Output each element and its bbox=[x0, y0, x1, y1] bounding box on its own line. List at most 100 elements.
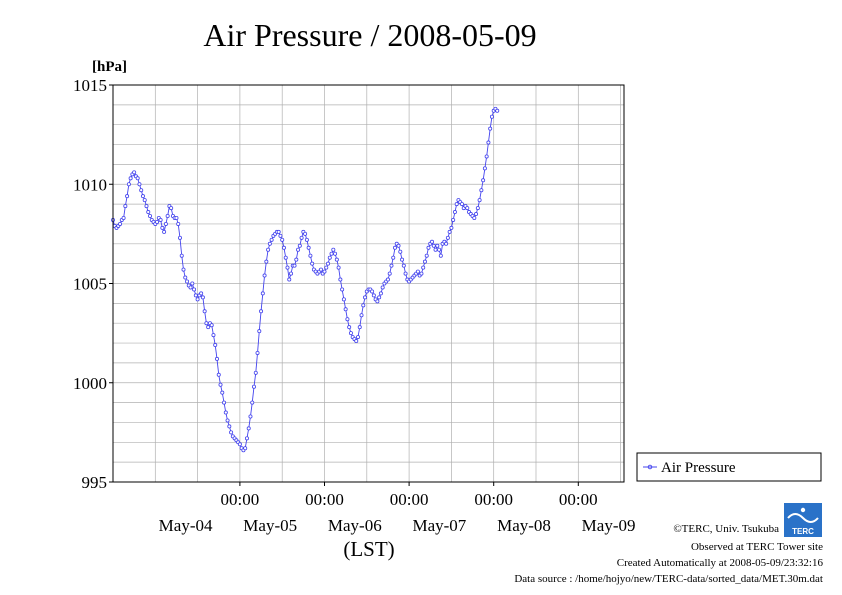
data-point bbox=[396, 243, 401, 248]
logo-drop bbox=[800, 507, 806, 513]
data-point bbox=[262, 273, 267, 278]
data-point bbox=[306, 245, 311, 250]
series-line bbox=[112, 108, 498, 451]
data-point bbox=[392, 245, 397, 250]
data-point bbox=[244, 436, 249, 441]
data-point bbox=[447, 229, 452, 234]
data-point bbox=[338, 277, 343, 282]
data-point bbox=[431, 243, 436, 248]
data-point bbox=[424, 253, 429, 258]
data-point bbox=[200, 295, 205, 300]
data-point bbox=[474, 212, 479, 217]
x-day-label: May-07 bbox=[412, 516, 466, 535]
data-point bbox=[255, 350, 260, 355]
data-point bbox=[375, 299, 380, 304]
data-point bbox=[192, 287, 197, 292]
data-point bbox=[426, 245, 431, 250]
data-point bbox=[329, 251, 334, 256]
data-point bbox=[486, 140, 491, 145]
data-point bbox=[495, 108, 500, 113]
data-point bbox=[223, 410, 228, 415]
data-point bbox=[142, 198, 147, 203]
data-point bbox=[155, 219, 160, 224]
data-point bbox=[183, 275, 188, 280]
data-point bbox=[185, 279, 190, 284]
data-point bbox=[363, 295, 368, 300]
data-point bbox=[296, 247, 301, 252]
data-point bbox=[449, 225, 454, 230]
axis-ticks: 995 1000 1005 1010 1015 00:00 00:00 00:00 00:00 0… bbox=[73, 76, 636, 535]
data-point bbox=[251, 384, 256, 389]
data-point bbox=[334, 257, 339, 262]
data-point bbox=[237, 442, 242, 447]
data-point bbox=[481, 178, 486, 183]
data-point bbox=[287, 277, 292, 282]
data-point bbox=[343, 307, 348, 312]
x-day-label: May-06 bbox=[328, 516, 382, 535]
data-point bbox=[482, 166, 487, 171]
data-point bbox=[188, 285, 193, 290]
data-point bbox=[454, 202, 459, 207]
data-point bbox=[177, 235, 182, 240]
chart-title: Air Pressure / 2008-05-09 bbox=[203, 17, 536, 53]
series-air-pressure bbox=[111, 106, 500, 453]
data-point bbox=[310, 261, 315, 266]
legend-label: Air Pressure bbox=[661, 460, 736, 476]
data-point bbox=[400, 257, 405, 262]
data-point bbox=[331, 247, 336, 252]
data-point bbox=[433, 247, 438, 252]
data-point bbox=[267, 241, 272, 246]
data-point bbox=[204, 321, 209, 326]
data-point bbox=[304, 237, 309, 242]
data-point bbox=[199, 291, 204, 296]
data-point bbox=[430, 239, 435, 244]
data-point bbox=[259, 309, 264, 314]
data-point bbox=[391, 255, 396, 260]
data-point bbox=[389, 263, 394, 268]
data-point bbox=[118, 221, 123, 226]
data-point bbox=[318, 267, 323, 272]
data-point bbox=[445, 235, 450, 240]
data-point bbox=[162, 229, 167, 234]
data-point bbox=[176, 221, 181, 226]
data-point bbox=[250, 400, 255, 405]
data-point bbox=[435, 243, 440, 248]
data-point bbox=[281, 245, 286, 250]
data-point bbox=[144, 204, 149, 209]
data-point bbox=[340, 287, 345, 292]
data-point bbox=[181, 267, 186, 272]
data-point bbox=[347, 325, 352, 330]
data-point bbox=[243, 446, 248, 451]
data-point bbox=[336, 265, 341, 270]
data-point bbox=[222, 400, 227, 405]
data-point bbox=[489, 114, 494, 119]
data-point bbox=[403, 271, 408, 276]
data-point bbox=[202, 309, 207, 314]
data-point bbox=[269, 237, 274, 242]
data-point bbox=[285, 265, 290, 270]
data-point bbox=[139, 188, 144, 193]
data-point bbox=[158, 217, 163, 222]
data-point bbox=[422, 259, 427, 264]
data-point bbox=[126, 182, 131, 187]
x-tick-time-label: 00:00 bbox=[221, 490, 260, 509]
y-tick-label: 995 bbox=[82, 473, 108, 492]
data-point bbox=[257, 329, 262, 334]
data-point bbox=[179, 253, 184, 258]
data-point bbox=[225, 418, 230, 423]
x-day-label: May-04 bbox=[159, 516, 213, 535]
data-point bbox=[452, 210, 457, 215]
data-point bbox=[289, 271, 294, 276]
data-point bbox=[218, 382, 223, 387]
data-point bbox=[227, 424, 232, 429]
data-point bbox=[371, 293, 376, 298]
data-point bbox=[341, 297, 346, 302]
data-point bbox=[322, 269, 327, 274]
data-point bbox=[357, 325, 362, 330]
data-point bbox=[415, 269, 420, 274]
logo-text: TERC bbox=[792, 527, 814, 536]
data-point bbox=[327, 255, 332, 260]
logo-wave bbox=[787, 513, 819, 523]
data-point bbox=[283, 255, 288, 260]
